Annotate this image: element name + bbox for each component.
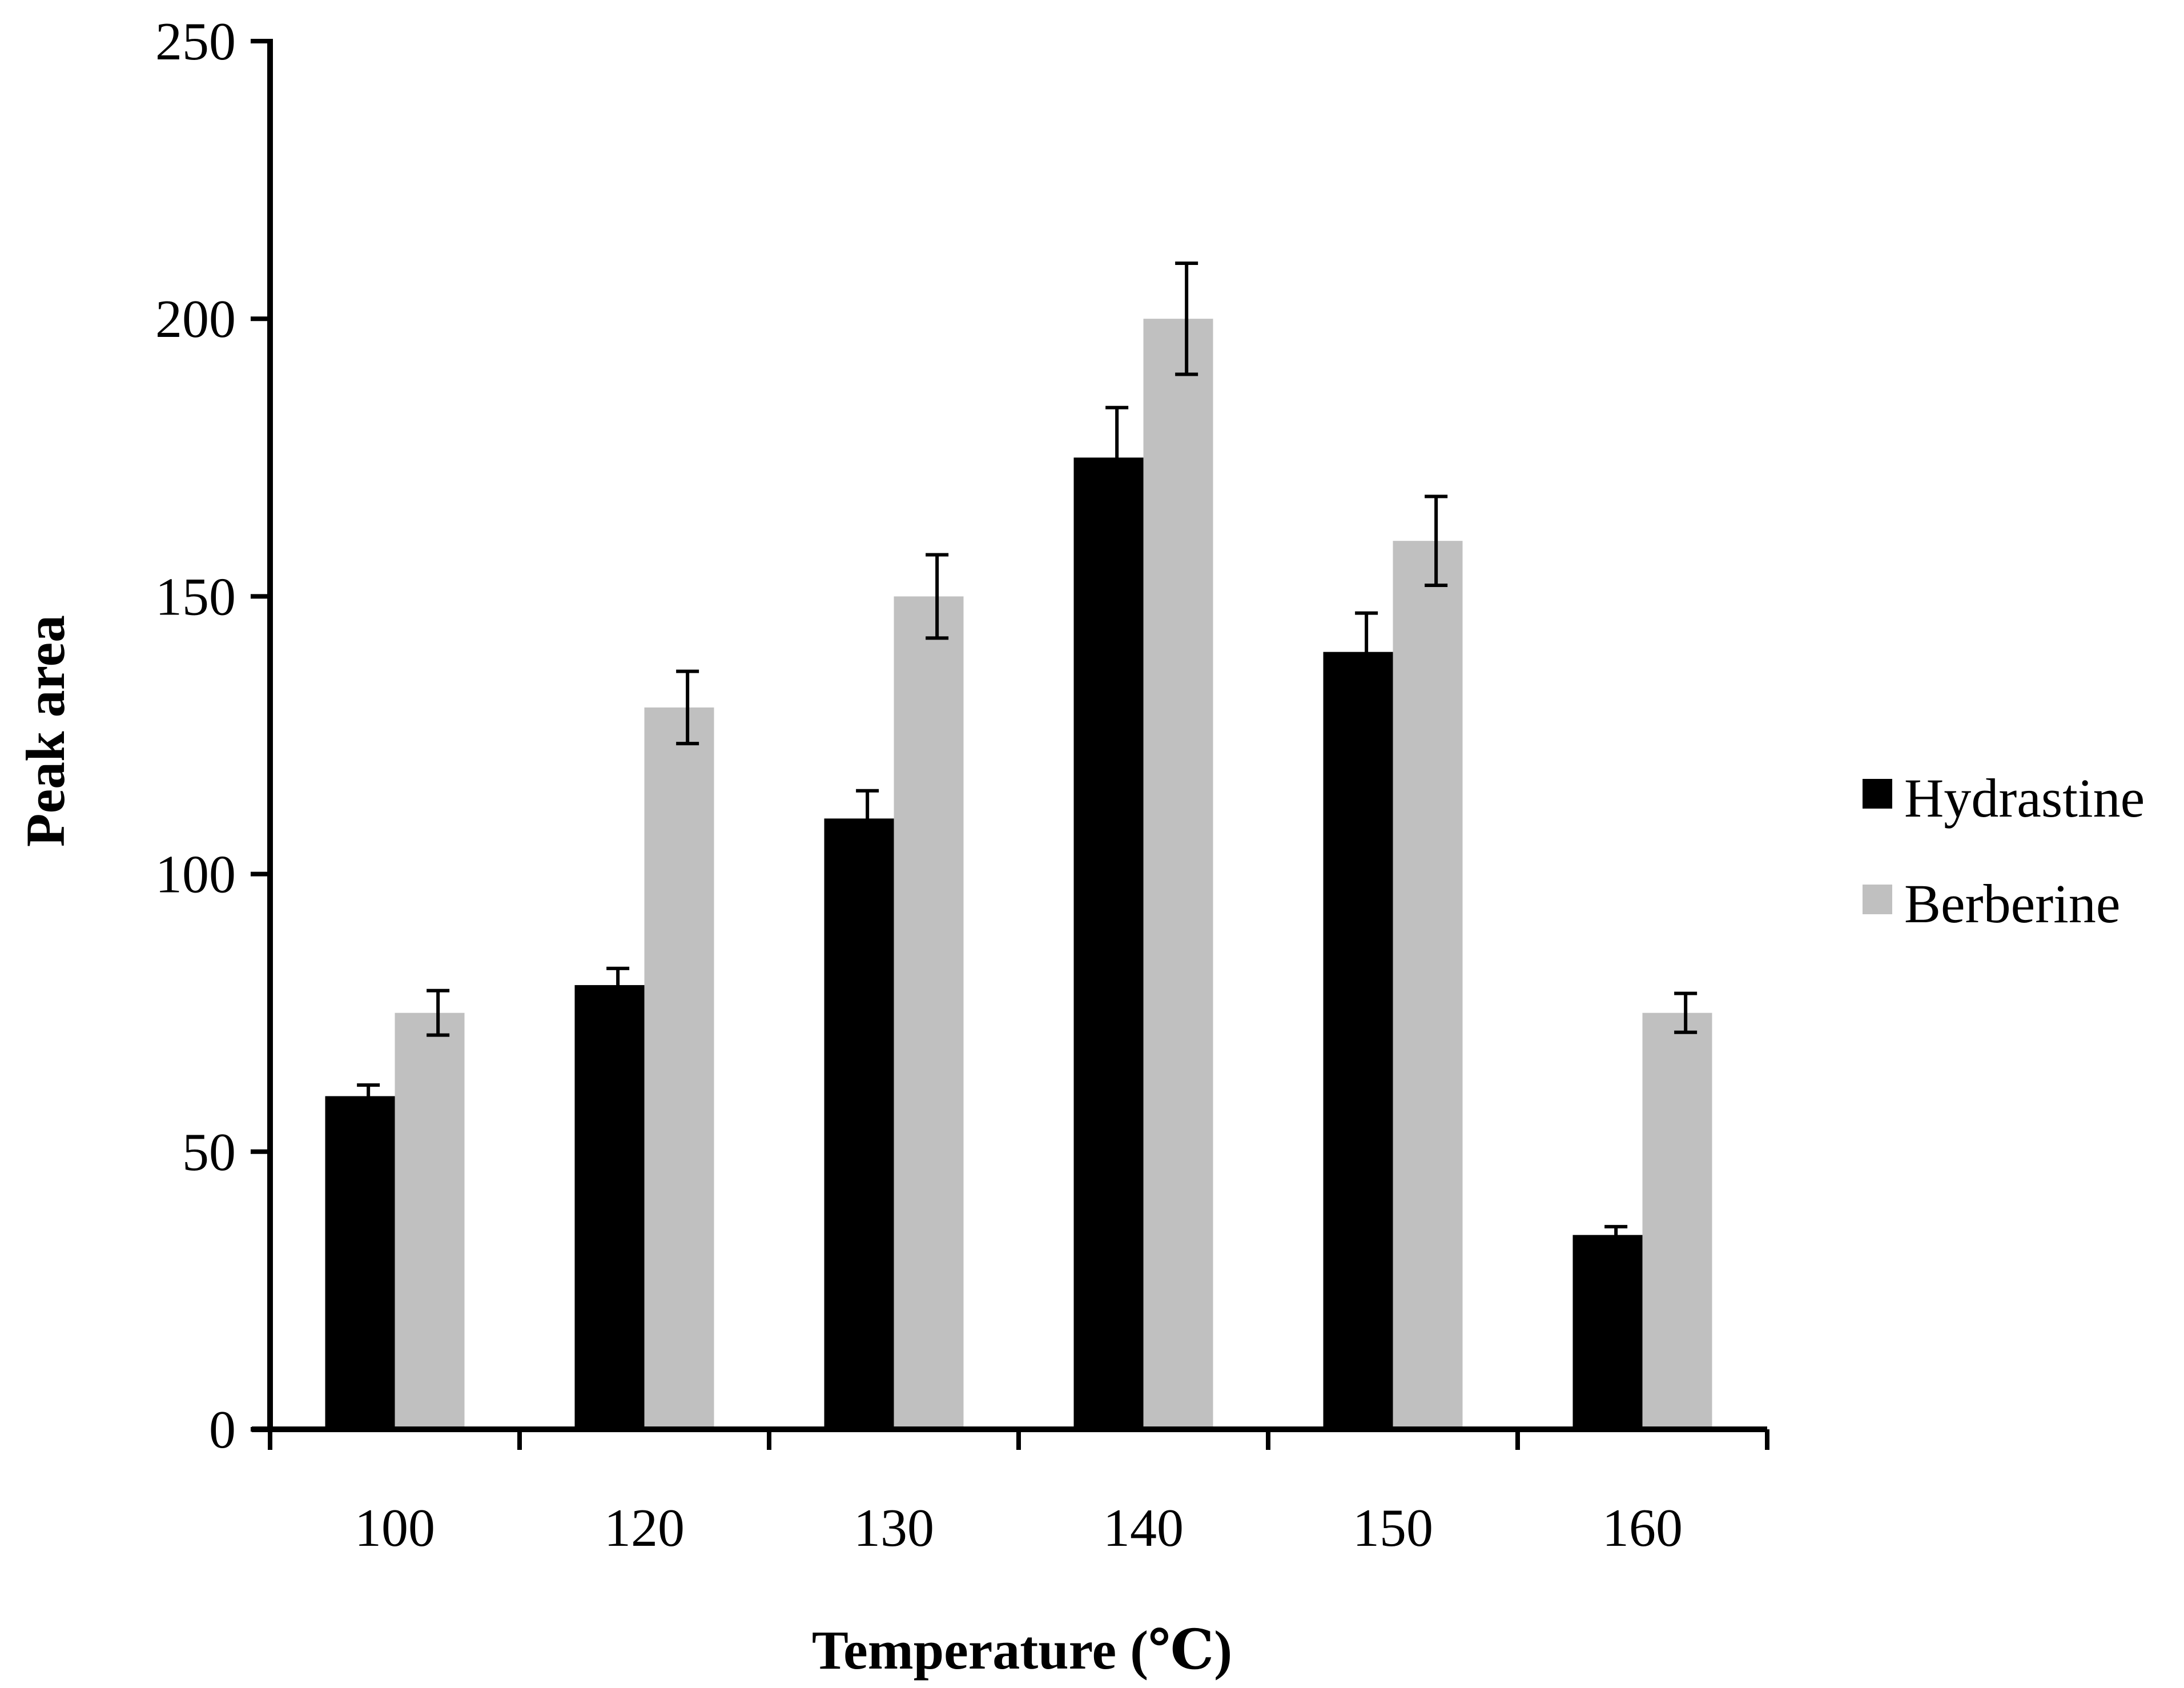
x-tick-label: 130: [854, 1498, 934, 1558]
y-tick-label: 100: [155, 845, 236, 905]
x-tick-label: 160: [1602, 1498, 1683, 1558]
bar-hydrastine-140: [1073, 457, 1144, 1429]
bar-hydrastine-150: [1323, 652, 1393, 1429]
x-tick-label: 150: [1353, 1498, 1433, 1558]
legend-label-berberine: Berberine: [1904, 873, 2120, 934]
x-tick-label: 100: [355, 1498, 435, 1558]
bar-berberine-160: [1642, 1012, 1712, 1429]
y-tick-label: 250: [155, 12, 236, 71]
x-axis-title: Temperature (℃): [812, 1619, 1232, 1681]
y-tick-label: 0: [209, 1400, 236, 1460]
bar-berberine-100: [395, 1012, 465, 1429]
legend-label-hydrastine: Hydrastine: [1904, 767, 2145, 829]
legend-swatch-berberine: [1863, 885, 1892, 914]
bars: [325, 319, 1712, 1430]
legend-swatch-hydrastine: [1863, 779, 1892, 809]
y-axis-ticks: 0 50 100 150 200 250: [155, 12, 270, 1460]
bar-hydrastine-130: [824, 818, 894, 1429]
bar-berberine-140: [1143, 319, 1213, 1430]
y-tick-label: 150: [155, 567, 236, 626]
legend: Hydrastine Berberine: [1863, 767, 2145, 934]
bar-hydrastine-100: [325, 1096, 395, 1429]
y-tick-label: 200: [155, 290, 236, 349]
plot-area: 0 50 100 150 200 250 100 120 130 140 150 160: [155, 12, 1769, 1558]
bar-berberine-150: [1393, 541, 1463, 1430]
x-tick-label: 140: [1103, 1498, 1184, 1558]
y-tick-label: 50: [182, 1123, 236, 1182]
bar-berberine-130: [894, 596, 964, 1429]
bar-berberine-120: [644, 707, 714, 1429]
error-bars: [357, 261, 1698, 1245]
bar-hydrastine-160: [1572, 1235, 1643, 1429]
x-axis-ticks: 100 120 130 140 150 160: [268, 1429, 1769, 1558]
y-axis-title: Peak area: [15, 615, 76, 847]
bar-hydrastine-120: [574, 985, 645, 1429]
x-tick-label: 120: [604, 1498, 685, 1558]
